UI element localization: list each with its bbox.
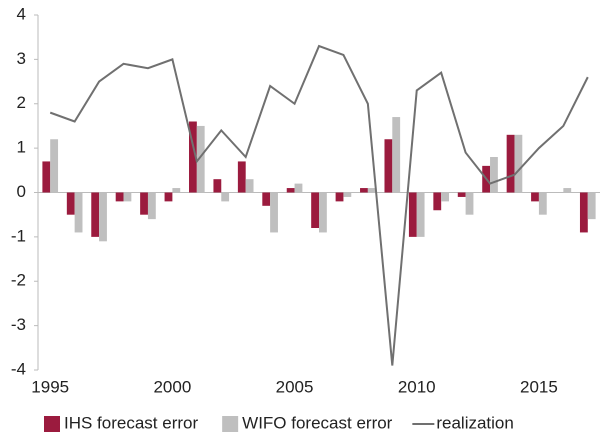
y-tick-label: 3 bbox=[17, 49, 26, 68]
bar bbox=[587, 192, 596, 220]
bar bbox=[196, 125, 205, 193]
bar bbox=[140, 192, 148, 215]
legend-label: IHS forecast error bbox=[64, 413, 198, 432]
bar bbox=[408, 192, 417, 237]
x-tick-label: 2000 bbox=[153, 377, 191, 396]
x-tick-label: 2010 bbox=[398, 377, 436, 396]
bar bbox=[360, 188, 368, 193]
bar bbox=[286, 188, 295, 193]
bar bbox=[164, 192, 173, 202]
bar bbox=[99, 192, 107, 242]
y-tick-label: 0 bbox=[17, 182, 26, 201]
bar bbox=[441, 192, 449, 202]
legend-label: WIFO forecast error bbox=[242, 413, 393, 432]
bar bbox=[172, 188, 181, 193]
bar bbox=[221, 192, 230, 202]
bar bbox=[189, 121, 197, 193]
bar bbox=[319, 192, 327, 233]
bar bbox=[74, 192, 83, 233]
bar bbox=[147, 192, 156, 220]
bar bbox=[506, 134, 515, 193]
line bbox=[49, 44, 589, 366]
bar bbox=[457, 192, 466, 197]
bar bbox=[262, 192, 271, 206]
y-tick-label: -2 bbox=[11, 271, 26, 290]
bar bbox=[416, 192, 425, 237]
x-tick-label: 2015 bbox=[520, 377, 558, 396]
bar bbox=[465, 192, 474, 215]
bar bbox=[538, 192, 547, 215]
y-tick-label: 1 bbox=[17, 138, 26, 157]
bar bbox=[335, 192, 344, 202]
bar bbox=[245, 179, 254, 193]
bar bbox=[237, 161, 246, 193]
bar bbox=[384, 139, 393, 193]
bar bbox=[367, 188, 376, 193]
bar bbox=[91, 192, 100, 237]
bar bbox=[213, 179, 222, 193]
y-tick-label: -1 bbox=[11, 226, 26, 245]
bar bbox=[563, 188, 572, 193]
x-tick-label: 1995 bbox=[31, 377, 69, 396]
bar bbox=[433, 192, 442, 211]
bar bbox=[490, 157, 498, 193]
x-tick-label: 2005 bbox=[276, 377, 314, 396]
y-tick-label: 2 bbox=[17, 93, 26, 112]
bar bbox=[115, 192, 124, 202]
y-tick-label: -3 bbox=[11, 315, 26, 334]
bar bbox=[123, 192, 132, 202]
legend-label: realization bbox=[436, 413, 514, 432]
legend-swatch bbox=[44, 416, 60, 432]
bar bbox=[531, 192, 539, 202]
legend-swatch bbox=[222, 416, 239, 432]
y-tick-label: 4 bbox=[17, 4, 26, 23]
bar bbox=[294, 183, 303, 193]
bar bbox=[50, 139, 59, 193]
bar bbox=[311, 192, 319, 228]
y-tick-label: -4 bbox=[11, 359, 26, 378]
bar bbox=[514, 134, 523, 193]
bar bbox=[270, 192, 278, 233]
bar bbox=[579, 192, 588, 233]
bar bbox=[392, 117, 401, 193]
bar bbox=[66, 192, 75, 215]
bar bbox=[343, 192, 352, 197]
bar bbox=[42, 161, 51, 193]
